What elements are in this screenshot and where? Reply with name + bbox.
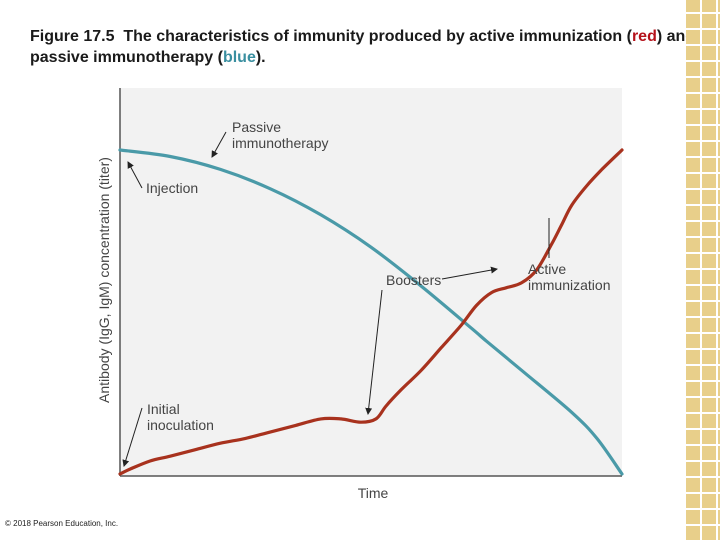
initial-inoculation-leader-line: [122, 407, 143, 467]
caption-text-3: ).: [255, 49, 266, 66]
caption-text-1: The characteristics of immunity produced…: [123, 28, 632, 45]
active-immunization-annotation: Active immunization: [528, 218, 610, 293]
passive-immunotherapy-annotation: Passive immunotherapy: [211, 119, 329, 158]
boosters-annotation: Boosters: [365, 266, 498, 415]
y-axis-label: Antibody (IgG, IgM) concentration (titer…: [96, 157, 112, 403]
active-immunization-line: [118, 148, 624, 476]
caption-blue-word: blue: [222, 49, 256, 66]
injection-label: Injection: [146, 180, 198, 196]
boosters-leader-line: [365, 289, 383, 415]
passive-immunotherapy-leader-line: [211, 131, 227, 158]
decorative-side-bar: [686, 0, 720, 540]
injection-leader-line: [127, 161, 143, 189]
caption-text-2: ) and passive immunotherapy (: [30, 28, 696, 66]
boosters-leader-line-2: [441, 266, 498, 280]
passive-immunotherapy-label: Passive immunotherapy: [232, 119, 329, 151]
initial-inoculation-annotation: Initial inoculation: [122, 401, 214, 467]
copyright-text: © 2018 Pearson Education, Inc.: [5, 519, 119, 528]
passive-immunotherapy-line: [118, 148, 624, 476]
x-axis-label: Time: [358, 485, 389, 501]
figure-caption: Figure 17.5 The characteristics of immun…: [30, 26, 710, 68]
caption-red-word: red: [631, 28, 657, 45]
boosters-label: Boosters: [386, 272, 441, 288]
initial-inoculation-label: Initial inoculation: [147, 401, 214, 433]
active-immunization-label: Active immunization: [528, 261, 610, 293]
caption-prefix: Figure 17.5: [30, 28, 115, 45]
injection-annotation: Injection: [127, 161, 198, 196]
